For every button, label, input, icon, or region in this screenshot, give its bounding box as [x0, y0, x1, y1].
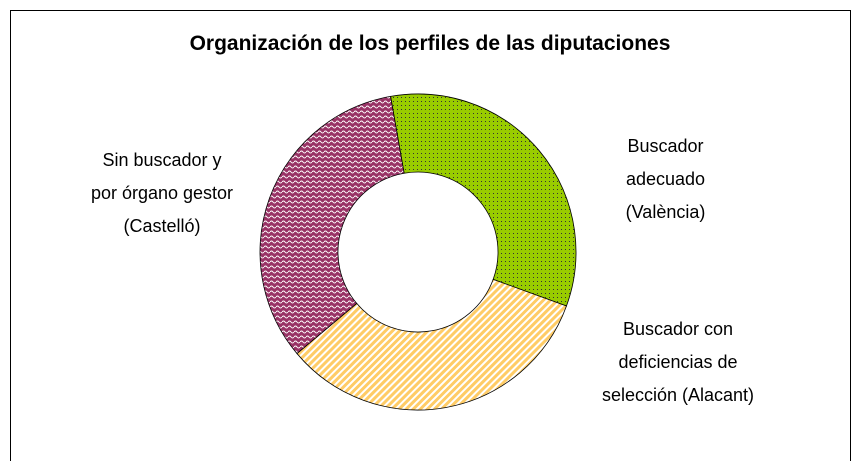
donut-segment [259, 95, 405, 355]
donut-segment [390, 93, 577, 307]
segment-label: Buscador adecuado (València) [625, 136, 706, 222]
donut-segment [296, 278, 567, 411]
segment-label: Buscador con deficiencias de selección (… [601, 319, 755, 405]
segment-label: Sin buscador y por órgano gestor (Castel… [90, 150, 234, 236]
chart-title: Organización de los perfiles de las dipu… [189, 32, 671, 55]
